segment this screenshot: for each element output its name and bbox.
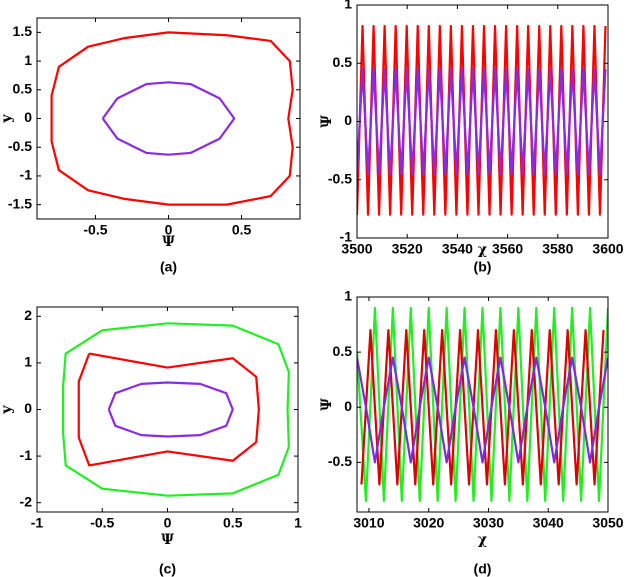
x-tick-label: 3560 bbox=[492, 241, 523, 257]
y-axis-label: y bbox=[0, 405, 15, 415]
axes-frame bbox=[356, 296, 609, 513]
x-tick-label: 3580 bbox=[542, 241, 573, 257]
y-tick-label: 2 bbox=[24, 307, 32, 323]
x-tick-label: 0 bbox=[165, 222, 173, 238]
y-tick-label: 0.5 bbox=[333, 54, 353, 70]
caption: (a) bbox=[160, 259, 177, 275]
y-tick-label: 0.5 bbox=[333, 343, 353, 359]
y-tick-label: 0 bbox=[344, 398, 352, 414]
y-tick-label: 1.5 bbox=[13, 23, 33, 39]
y-tick-label: -1 bbox=[20, 447, 33, 463]
y-tick-label: -0.5 bbox=[8, 138, 32, 154]
x-tick-label: 3520 bbox=[392, 241, 423, 257]
x-tick-label: -0.5 bbox=[90, 515, 114, 531]
x-axis-label: χ bbox=[478, 532, 487, 548]
y-tick-label: 0 bbox=[24, 400, 32, 416]
x-tick-label: 3600 bbox=[592, 241, 623, 257]
y-tick-label: 1 bbox=[344, 0, 352, 12]
y-tick-label: 0 bbox=[24, 109, 32, 125]
y-tick-label: -2 bbox=[20, 493, 33, 509]
x-axis-label: Ψ bbox=[162, 234, 175, 250]
x-tick-label: 3020 bbox=[413, 515, 444, 531]
series-line bbox=[50, 31, 294, 206]
panel: -0.5 0 0.5 -1.5 -1 -0.5 0 0.5 1 1.5 Ψy (a) bbox=[0, 17, 301, 275]
y-tick-label: 1 bbox=[344, 288, 352, 304]
series-line bbox=[357, 306, 608, 503]
axes-frame bbox=[36, 17, 301, 220]
x-axis-label: χ bbox=[478, 242, 487, 258]
series-line bbox=[101, 81, 236, 156]
y-tick-label: 1 bbox=[24, 52, 32, 68]
caption: (d) bbox=[474, 561, 492, 577]
series-line bbox=[357, 67, 607, 176]
x-tick-label: 3540 bbox=[442, 241, 473, 257]
y-tick-label: -1.5 bbox=[8, 195, 32, 211]
x-tick-label: 3050 bbox=[592, 515, 623, 531]
x-tick-label: 3030 bbox=[473, 515, 504, 531]
x-tick-label: 0 bbox=[164, 515, 172, 531]
y-tick-label: -1 bbox=[340, 229, 353, 245]
series-line bbox=[77, 352, 260, 467]
y-axis-label: Ψ bbox=[319, 115, 335, 128]
x-tick-label: 3040 bbox=[533, 515, 564, 531]
x-tick-label: -1 bbox=[31, 515, 44, 531]
x-axis-label: Ψ bbox=[161, 532, 174, 548]
y-tick-label: 1 bbox=[24, 354, 32, 370]
series-line bbox=[62, 322, 290, 497]
y-tick-label: 0 bbox=[344, 112, 352, 128]
y-axis-label: y bbox=[0, 114, 15, 124]
y-tick-label: -1 bbox=[20, 167, 33, 183]
y-axis-label: Ψ bbox=[319, 398, 335, 411]
panel: 3500 3520 3540 3560 3580 3600 -1 -0.5 0 0.5 1 χ Ψ (b) bbox=[319, 0, 624, 275]
panel: -1 -0.5 0 0.5 1 -2 -1 0 1 2 Ψy (c) bbox=[0, 306, 302, 577]
x-tick-label: -0.5 bbox=[83, 222, 107, 238]
x-tick-label: 0.5 bbox=[223, 515, 243, 531]
caption: (b) bbox=[474, 259, 492, 275]
panel: 3010 3020 3030 3040 3050 -0.5 0 0.5 1 χ Ψ (d) bbox=[319, 288, 624, 577]
y-tick-label: -0.5 bbox=[328, 453, 352, 469]
y-tick-label: -0.5 bbox=[328, 170, 352, 186]
series-line bbox=[357, 356, 608, 464]
x-tick-label: 1 bbox=[294, 515, 302, 531]
y-tick-label: 0.5 bbox=[13, 80, 33, 96]
caption: (c) bbox=[159, 561, 176, 577]
x-tick-label: 0.5 bbox=[232, 222, 252, 238]
x-tick-label: 3010 bbox=[353, 515, 384, 531]
x-tick-label: 3500 bbox=[341, 241, 372, 257]
series-line bbox=[107, 381, 234, 438]
